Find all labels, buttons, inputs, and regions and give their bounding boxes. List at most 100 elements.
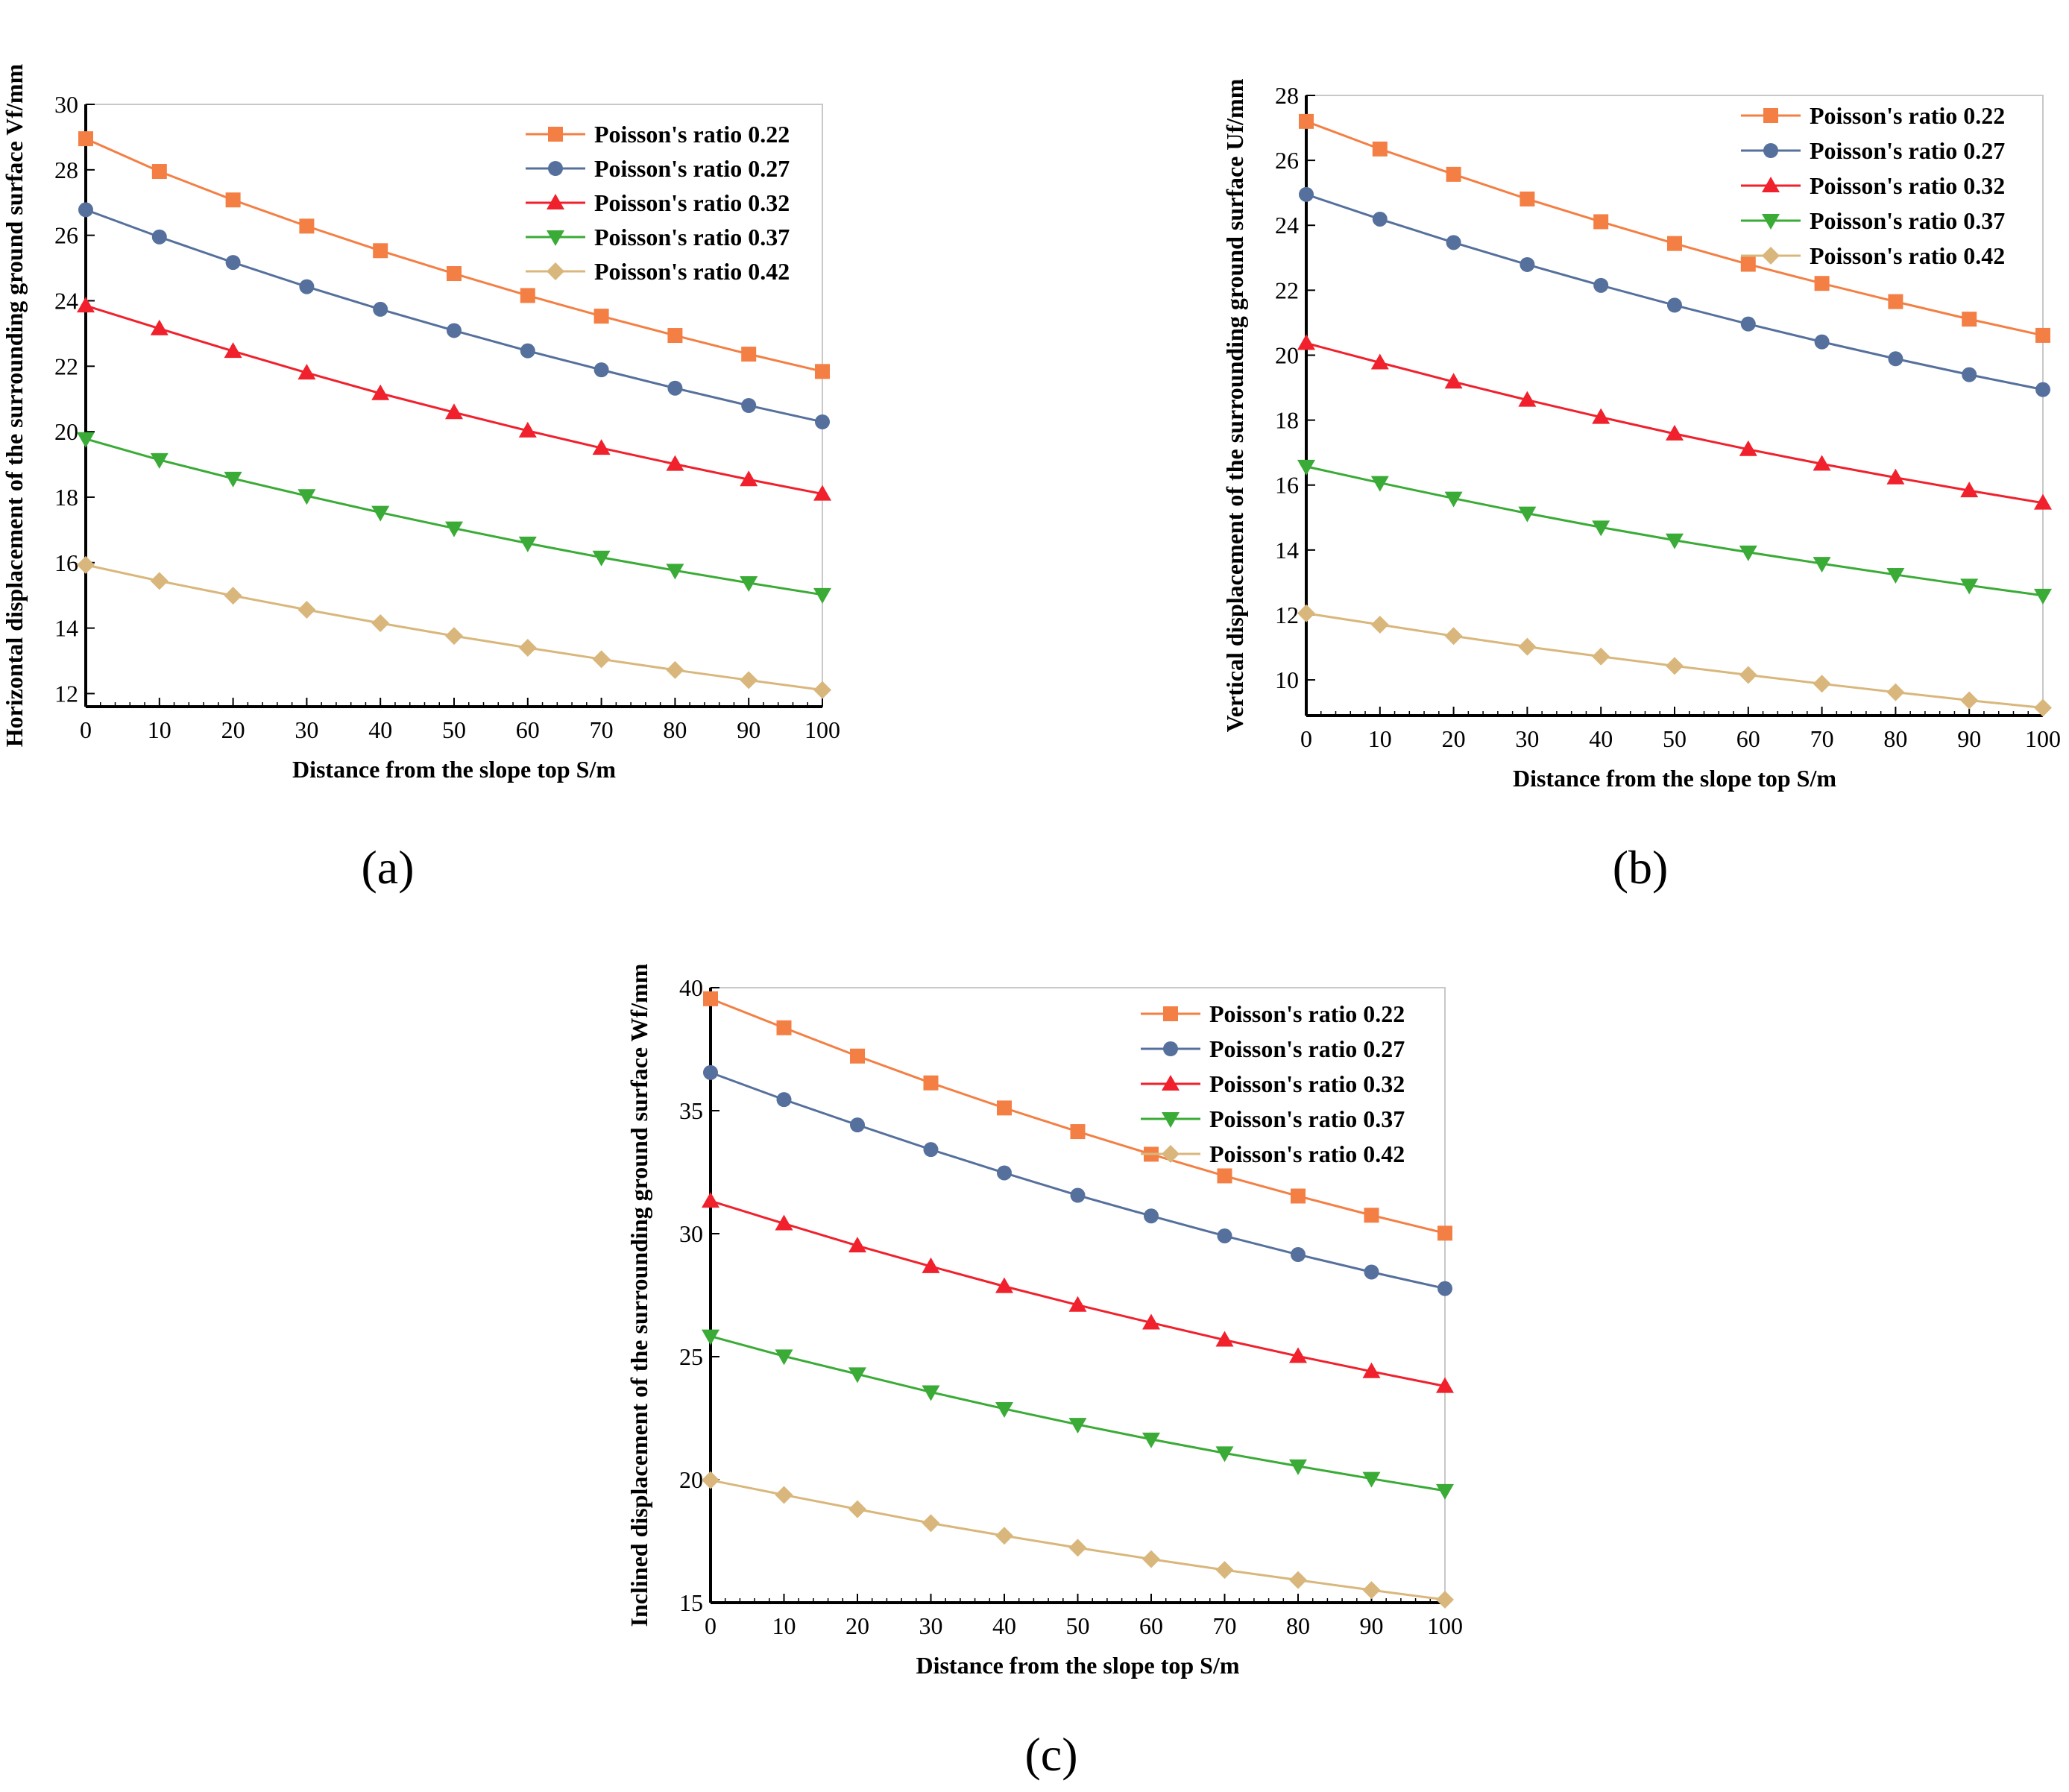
data-point [1437,1225,1452,1241]
data-point [1592,647,1610,666]
y-tick-label: 26 [1275,147,1299,174]
series-line [1306,465,2044,597]
data-point [225,192,241,208]
legend-item: Poisson's ratio 0.22 [1141,1000,1405,1027]
y-tick-label: 26 [54,222,78,249]
data-point [1070,1124,1086,1140]
y-tick-label: 18 [1275,407,1299,434]
legend-item: Poisson's ratio 0.32 [1141,1070,1405,1097]
data-point [1518,391,1537,407]
data-point [923,1142,939,1158]
legend-swatch-marker [1163,1006,1178,1021]
data-point [1518,506,1537,523]
legend-label: Poisson's ratio 0.32 [1810,172,2005,199]
legend-label: Poisson's ratio 0.27 [1209,1035,1405,1062]
y-tick-label: 20 [54,418,78,445]
legend-swatch-marker [1163,1041,1178,1056]
data-point [2034,698,2052,717]
panel-label-c: (c) [1024,1728,1077,1781]
x-tick-label: 0 [1300,725,1312,752]
data-point [224,471,242,488]
legend-swatch-marker [548,161,563,176]
data-point [1960,578,1979,595]
data-point [371,384,390,400]
x-tick-label: 0 [80,716,92,743]
data-point [1886,567,1905,584]
data-point [150,572,169,590]
series-3 [77,297,831,501]
data-point [1593,277,1609,293]
series-1 [703,991,1452,1241]
data-point [813,587,831,604]
y-tick-label: 30 [679,1220,703,1247]
x-tick-label: 60 [1139,1612,1163,1639]
data-point [592,439,611,455]
data-point [1289,1571,1307,1589]
series-5 [702,1471,1454,1609]
legend-item: Poisson's ratio 0.37 [1741,207,2005,234]
x-tick-label: 70 [1213,1612,1237,1639]
legend-item: Poisson's ratio 0.22 [526,121,790,148]
data-point [1667,297,1682,313]
data-point [1297,604,1315,622]
y-tick-label: 20 [679,1466,703,1493]
data-point [1142,1432,1160,1448]
data-point [1888,351,1903,367]
series-1 [1299,113,2050,343]
data-point [445,403,463,420]
series-2 [78,202,830,429]
x-tick-label: 40 [992,1612,1016,1639]
x-tick-label: 10 [772,1612,796,1639]
data-point [1518,637,1537,656]
data-point [1068,1418,1087,1434]
x-tick-label: 20 [845,1612,869,1639]
legend-swatch-marker [547,230,564,246]
data-point [1362,1581,1381,1600]
legend-label: Poisson's ratio 0.37 [1810,207,2005,234]
data-point [1886,683,1905,701]
legend: Poisson's ratio 0.22 Poisson's ratio 0.27… [526,121,790,285]
data-point [518,638,537,657]
data-point [518,536,537,552]
data-point [1217,1228,1232,1243]
series-line [710,1199,1446,1388]
y-tick-label: 14 [54,615,78,642]
data-point [1437,1281,1452,1296]
chart-panel-c: 0 10 20 30 40 50 60 70 80 90 100 15 20 25 30 35 40 Distan… [626,963,1463,1679]
legend-item: Poisson's ratio 0.27 [1141,1035,1405,1062]
data-point [150,452,169,469]
legend-swatch-marker [1762,214,1780,230]
y-tick-label: 28 [54,157,78,183]
data-point [1886,468,1905,485]
x-tick-label: 80 [663,716,687,743]
data-point [297,489,316,505]
data-point [1813,675,1831,693]
legend-swatch-marker [1763,108,1778,123]
data-point [1215,1561,1234,1580]
x-tick-label: 100 [1427,1612,1463,1639]
data-point [703,1064,718,1080]
legend-swatch-marker [548,127,563,142]
data-point [1289,1347,1307,1363]
legend-swatch-marker [1762,177,1780,192]
data-point [1370,616,1389,634]
data-point [2034,588,2052,605]
y-tick-label: 15 [679,1589,703,1616]
data-point [922,1514,940,1533]
data-point [923,1075,939,1091]
data-point [1446,235,1461,250]
data-point [592,550,611,567]
x-axis-label: Distance from the slope top S/m [916,1652,1239,1679]
series-2 [703,1064,1452,1296]
series-5 [1297,604,2052,717]
y-tick-label: 12 [54,680,78,707]
legend-item: Poisson's ratio 0.27 [526,155,790,182]
data-point [2035,327,2050,343]
data-point [78,202,93,218]
y-tick-label: 24 [54,287,78,314]
data-point [848,1500,866,1518]
data-point [740,671,758,690]
data-point [518,421,537,438]
y-tick-label: 20 [1275,341,1299,368]
legend-swatch-marker [547,194,564,209]
